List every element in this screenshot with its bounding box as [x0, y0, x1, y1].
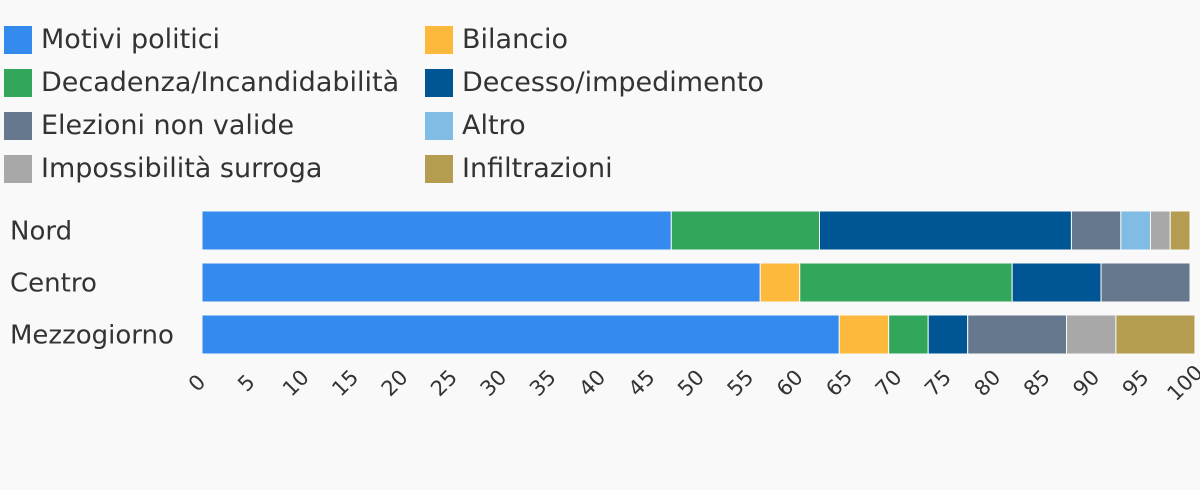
x-tick-label: 50: [673, 365, 709, 401]
legend-label: Impossibilità surroga: [41, 153, 323, 184]
bar-segment: [838, 314, 890, 355]
x-tick-label: 40: [574, 365, 610, 401]
x-tick-label: 45: [624, 365, 660, 401]
x-tick-label: 85: [1019, 365, 1055, 401]
legend-label: Decadenza/Incandidabilità: [41, 67, 400, 98]
bar-segment: [888, 314, 929, 355]
x-tick-label: 70: [871, 365, 907, 401]
bar-segment: [1100, 262, 1191, 303]
legend-swatch: [4, 26, 32, 54]
category-label: Nord: [10, 217, 72, 247]
bar-segment: [201, 314, 840, 355]
legend-label: Bilancio: [462, 24, 569, 55]
legend-swatch: [425, 69, 453, 97]
chart-legend: Motivi politici Decadenza/Incandidabilità…: [0, 0, 1200, 200]
legend-label: Decesso/impedimento: [462, 67, 764, 98]
x-tick-label: 5: [233, 370, 259, 396]
bar-segment: [201, 262, 761, 303]
legend-label: Elezioni non valide: [41, 110, 295, 141]
x-tick-label: 0: [184, 370, 210, 396]
legend-label: Infiltrazioni: [462, 153, 613, 184]
bar-segment: [1115, 314, 1196, 355]
bar-segment: [819, 210, 1072, 251]
bar-segment: [1149, 210, 1171, 251]
legend-swatch: [4, 112, 32, 140]
category-label: Centro: [10, 269, 97, 299]
legend-swatch: [425, 155, 453, 183]
legend-swatch: [4, 155, 32, 183]
bar-segment: [1066, 314, 1117, 355]
bar-segment: [799, 262, 1013, 303]
bar-segment: [201, 210, 672, 251]
bar-segment: [927, 314, 969, 355]
x-tick-label: 35: [525, 365, 561, 401]
bar-segment: [1120, 210, 1151, 251]
bar-segment: [1011, 262, 1102, 303]
x-tick-label: 10: [278, 365, 314, 401]
x-tick-label: 100: [1162, 360, 1200, 405]
x-tick-label: 60: [772, 365, 808, 401]
bar-segment: [759, 262, 801, 303]
x-tick-label: 75: [920, 365, 956, 401]
x-tick-label: 55: [723, 365, 759, 401]
legend-swatch: [425, 26, 453, 54]
x-tick-label: 20: [377, 365, 413, 401]
x-tick-label: 15: [327, 365, 363, 401]
x-tick-label: 65: [821, 365, 857, 401]
bar-segment: [1070, 210, 1122, 251]
category-label: Mezzogiorno: [10, 321, 174, 351]
bar-segment: [967, 314, 1068, 355]
bar-segment: [670, 210, 820, 251]
legend-label: Motivi politici: [41, 24, 221, 55]
legend-swatch: [425, 112, 453, 140]
x-tick-label: 25: [426, 365, 462, 401]
x-tick-label: 90: [1068, 365, 1104, 401]
legend-label: Altro: [462, 110, 526, 141]
legend-swatch: [4, 69, 32, 97]
x-tick-label: 30: [476, 365, 512, 401]
x-tick-label: 95: [1118, 365, 1154, 401]
bar-segment: [1169, 210, 1191, 251]
x-tick-label: 80: [970, 365, 1006, 401]
